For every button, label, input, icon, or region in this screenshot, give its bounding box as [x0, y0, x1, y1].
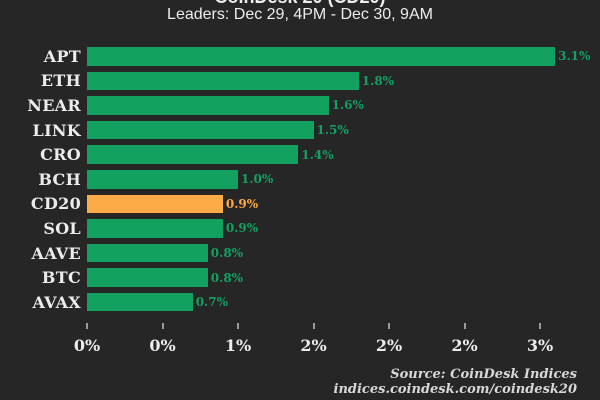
source-url: indices.coindesk.com/coindesk20 [333, 382, 577, 397]
category-label: AVAX [32, 292, 81, 312]
bar-row: LINK 1.5% [0, 118, 600, 143]
bar-row: AAVE 0.8% [0, 241, 600, 266]
bar-row: ETH 1.8% [0, 69, 600, 94]
value-label: 0.9% [225, 196, 259, 211]
value-label: 0.8% [210, 270, 244, 285]
chart-footer: Source: CoinDesk Indices indices.coindes… [334, 367, 577, 397]
category-label: CRO [40, 145, 81, 165]
bar-row: CRO 1.4% [0, 142, 600, 167]
bar [87, 243, 208, 263]
value-label: 1.4% [301, 147, 334, 162]
x-tick-mark [86, 323, 88, 329]
bar [87, 170, 238, 189]
value-label: 0.9% [225, 221, 259, 236]
bar-track: 3.1% [87, 47, 600, 66]
bars-area: APT 3.1% ETH 1.8% NEAR 1.6% LINK 1.5% CRO 1.4% BCH… [0, 44, 600, 315]
bar-row: CD20 0.9% [0, 192, 600, 217]
category-label: BCH [38, 169, 81, 189]
bar-track: 0.7% [87, 292, 600, 312]
bar-track: 0.8% [87, 268, 600, 287]
bar [87, 219, 223, 238]
bar [87, 71, 359, 91]
category-label: AAVE [31, 243, 81, 263]
bar [87, 47, 556, 66]
x-tick-mark [388, 323, 390, 329]
chart-title: CoinDesk 20 (CD20) [0, 0, 600, 8]
x-tick-mark [312, 323, 315, 329]
value-label: 1.8% [361, 73, 395, 88]
value-label: 0.8% [210, 246, 244, 261]
category-label: NEAR [27, 95, 81, 115]
x-tick-label: 2% [375, 336, 403, 355]
x-tick-mark [539, 323, 541, 329]
bar [87, 96, 329, 115]
bar-row: APT 3.1% [0, 44, 600, 69]
bar-track: 0.9% [87, 194, 600, 214]
bar-track: 1.8% [87, 71, 600, 91]
bar-track: 1.5% [87, 120, 600, 140]
bar [87, 120, 314, 140]
bar-row: AVAX 0.7% [0, 290, 600, 315]
category-label: SOL [43, 218, 81, 238]
bar-track: 0.8% [87, 243, 600, 263]
bar-row: BCH 1.0% [0, 167, 600, 192]
bar [87, 145, 299, 164]
chart-subtitle: Leaders: Dec 29, 4PM - Dec 30, 9AM [167, 6, 433, 23]
bar [87, 268, 208, 287]
x-tick-mark [237, 323, 239, 329]
category-label: CD20 [30, 194, 81, 214]
bar [87, 194, 223, 214]
x-tick-label: 3% [526, 336, 554, 355]
bar-track: 1.6% [87, 96, 600, 115]
x-tick-mark [161, 323, 164, 329]
value-label: 3.1% [558, 49, 591, 64]
value-label: 1.6% [331, 98, 364, 113]
x-tick-label: 0% [149, 336, 176, 355]
x-tick-mark [463, 323, 466, 329]
value-label: 1.5% [316, 123, 349, 138]
value-label: 0.7% [195, 295, 228, 310]
bar [87, 292, 193, 312]
x-tick-label: 2% [451, 336, 478, 355]
bar-row: BTC 0.8% [0, 265, 600, 290]
category-label: APT [43, 46, 81, 66]
bar-row: NEAR 1.6% [0, 93, 600, 118]
bar-track: 1.0% [87, 170, 600, 189]
bar-row: SOL 0.9% [0, 216, 600, 241]
category-label: ETH [40, 71, 81, 91]
x-tick-label: 1% [224, 336, 252, 355]
value-label: 1.0% [241, 172, 274, 187]
x-tick-label: 2% [300, 336, 327, 355]
bar-track: 0.9% [87, 219, 600, 238]
category-label: LINK [32, 120, 81, 140]
category-label: BTC [41, 268, 81, 288]
x-tick-label: 0% [73, 336, 101, 355]
x-axis: 0% 0% 1% 2% 2% 2% 3% [0, 322, 600, 367]
source-text: Source: CoinDesk Indices [390, 367, 577, 382]
bar-track: 1.4% [87, 145, 600, 164]
